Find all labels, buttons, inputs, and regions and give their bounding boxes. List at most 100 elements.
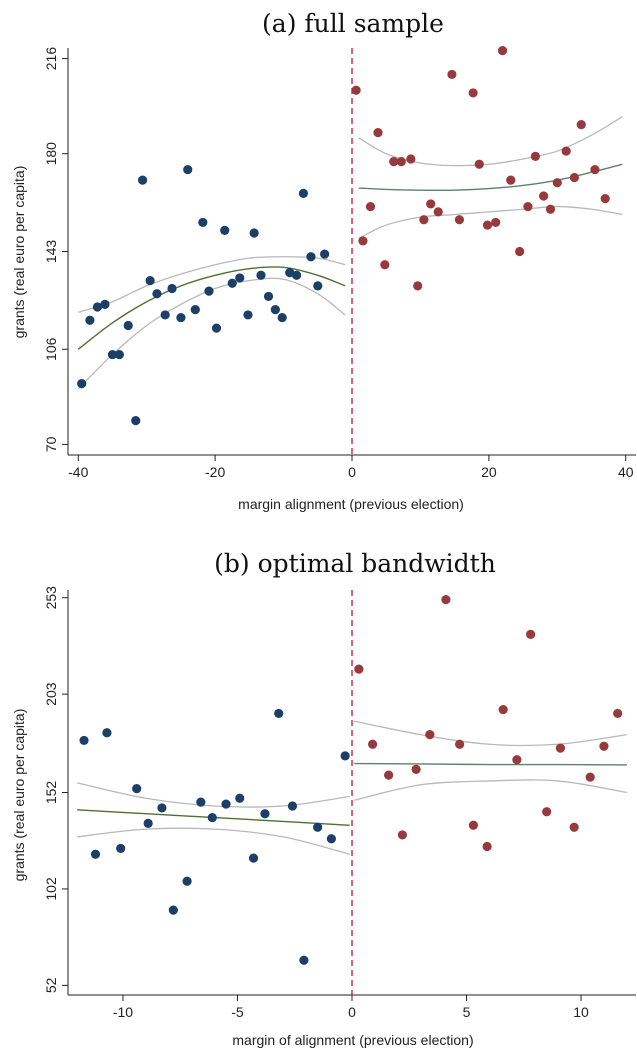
data-point-right xyxy=(380,260,390,270)
data-point-left xyxy=(291,270,302,280)
data-point-left xyxy=(176,312,186,323)
data-point-left xyxy=(198,217,208,228)
x-tick-label: 20 xyxy=(481,464,497,480)
data-point-right xyxy=(555,743,566,753)
x-tick-label: 40 xyxy=(618,464,634,480)
data-point-right xyxy=(397,830,407,840)
data-point-right xyxy=(613,708,623,719)
data-point-left xyxy=(123,320,133,331)
data-point-left xyxy=(157,803,167,813)
data-point-right xyxy=(576,120,586,130)
y-tick-label: 216 xyxy=(43,47,59,71)
x-tick-label: 0 xyxy=(348,1004,356,1020)
x-tick-label: 10 xyxy=(573,1004,589,1020)
data-point-right xyxy=(498,704,508,715)
data-point-right xyxy=(365,201,376,212)
data-point-left xyxy=(116,843,126,854)
y-tick-label: 180 xyxy=(43,142,59,166)
data-point-right xyxy=(545,204,556,214)
data-point-right xyxy=(585,772,595,782)
data-point-right xyxy=(354,664,364,674)
data-point-right xyxy=(539,191,549,201)
y-tick-label: 143 xyxy=(43,240,59,264)
data-point-right xyxy=(482,841,492,852)
data-point-right xyxy=(426,199,436,209)
ci-left-upper xyxy=(78,256,346,313)
data-point-left xyxy=(270,305,280,315)
x-tick-label: -40 xyxy=(68,464,88,480)
data-point-right xyxy=(561,146,571,156)
data-point-right xyxy=(552,178,562,188)
data-point-right xyxy=(497,46,508,56)
ci-right-lower xyxy=(358,205,623,239)
data-point-right xyxy=(351,85,361,95)
data-point-right xyxy=(526,629,536,639)
x-tick-label: -5 xyxy=(231,1004,244,1020)
ci-left-lower xyxy=(77,827,350,855)
data-point-left xyxy=(248,853,259,863)
data-point-left xyxy=(256,270,266,280)
data-point-right xyxy=(569,172,580,183)
data-point-left xyxy=(221,799,231,809)
ci-left-upper xyxy=(77,782,350,808)
data-point-left xyxy=(102,728,112,738)
data-point-left xyxy=(79,735,89,746)
data-point-right xyxy=(590,164,600,175)
plot-area xyxy=(62,46,636,461)
data-point-right xyxy=(468,820,478,830)
y-axis-label: grants (real euro per capita) xyxy=(11,166,27,339)
fit-left xyxy=(77,266,346,350)
y-axis-label: grants (real euro per capita) xyxy=(11,709,27,882)
x-tick-label: 0 xyxy=(348,464,356,480)
data-point-right xyxy=(358,236,368,246)
ci-right-upper xyxy=(358,116,623,167)
data-point-right xyxy=(468,88,478,98)
data-point-left xyxy=(107,349,118,360)
y-tick-label: 52 xyxy=(43,977,59,993)
ci-right-upper xyxy=(354,720,627,747)
data-point-left xyxy=(137,175,148,185)
plot-area xyxy=(62,590,636,1001)
data-point-left xyxy=(320,249,330,259)
data-point-right xyxy=(373,127,383,138)
data-point-left xyxy=(92,302,103,312)
data-point-left xyxy=(287,801,298,811)
data-point-left xyxy=(152,289,162,299)
panel-optimal-bandwidth: (b) optimal bandwidth grants (real euro … xyxy=(11,549,636,1048)
data-point-right xyxy=(396,157,406,167)
data-point-left xyxy=(227,278,237,288)
data-point-right xyxy=(384,770,394,780)
data-point-left xyxy=(313,281,323,291)
data-point-right xyxy=(368,739,378,749)
data-point-left xyxy=(204,286,214,296)
data-point-left xyxy=(168,905,178,915)
y-tick-label: 253 xyxy=(43,586,59,610)
data-point-left xyxy=(277,312,287,323)
data-point-right xyxy=(474,159,484,169)
data-point-left xyxy=(298,188,309,198)
ci-right-lower xyxy=(354,779,627,801)
data-point-left xyxy=(313,822,323,832)
tick-labels: 70 106 143 180 216 -40 -20 0 20 40 xyxy=(43,47,634,480)
x-axis-label: margin of alignment (previous election) xyxy=(232,1032,473,1048)
data-point-left xyxy=(235,793,245,803)
data-point-left xyxy=(207,812,217,823)
y-tick-label: 203 xyxy=(43,682,59,706)
fit-right xyxy=(354,762,627,766)
data-point-left xyxy=(260,809,270,819)
data-point-right xyxy=(523,201,533,212)
data-point-left xyxy=(143,818,153,828)
data-point-left xyxy=(90,849,101,859)
data-point-left xyxy=(263,291,274,302)
data-point-right xyxy=(419,215,429,225)
data-point-right xyxy=(447,69,457,80)
data-point-left xyxy=(100,299,110,309)
data-point-left xyxy=(299,955,309,965)
data-point-right xyxy=(455,739,465,749)
data-point-left xyxy=(340,751,350,761)
data-point-right xyxy=(491,217,501,228)
y-tick-label: 70 xyxy=(43,436,59,452)
data-point-right xyxy=(411,764,421,774)
data-point-left xyxy=(220,225,230,235)
